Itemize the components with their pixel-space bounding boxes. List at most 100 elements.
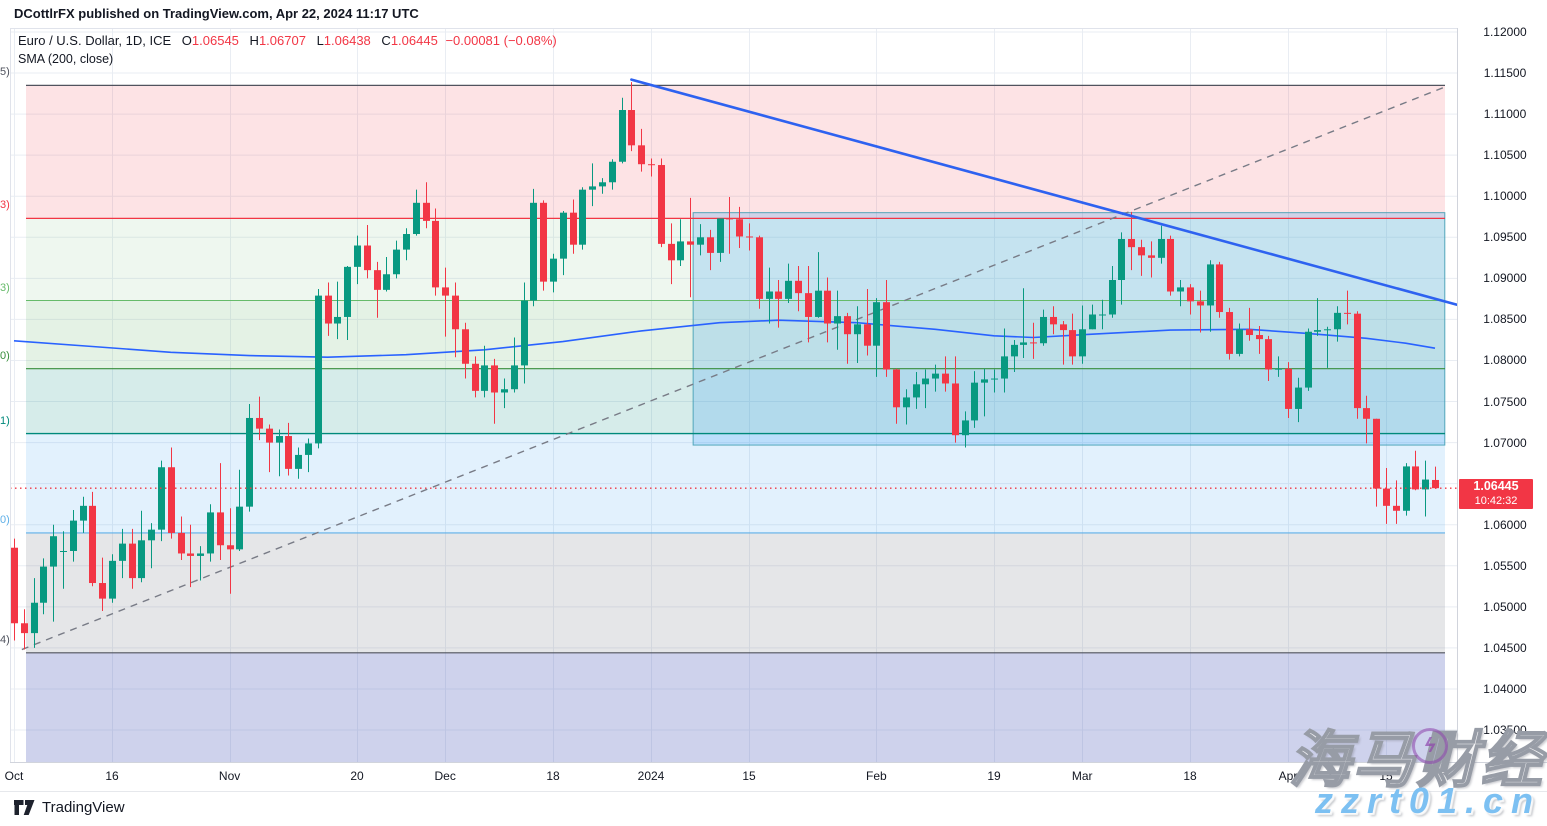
candle-body [383, 274, 390, 290]
candle-body [334, 316, 341, 324]
time-tick-label: 20 [350, 769, 364, 783]
candle-body [903, 397, 910, 408]
candle-body [991, 378, 998, 380]
close-value: 1.06445 [390, 33, 438, 48]
price-tick-label: 1.08000 [1483, 353, 1527, 368]
candle-body [736, 219, 743, 237]
price-tick-label: 1.07000 [1483, 435, 1527, 450]
candle-body [1050, 316, 1057, 325]
candle-body [1216, 264, 1223, 313]
candle-body [158, 467, 165, 530]
sma-200-line [13, 319, 1436, 358]
level-tail-label: 5) [0, 66, 10, 79]
candle-body [579, 189, 586, 245]
candle-body [1187, 287, 1194, 302]
candle-body [1099, 314, 1106, 316]
price-tick-label: 1.05500 [1483, 558, 1527, 573]
candle-body [1324, 329, 1331, 331]
high-label: H [249, 33, 259, 48]
candle-body [873, 302, 880, 346]
candle-body [775, 291, 782, 299]
price-tick-label: 1.04000 [1483, 681, 1527, 696]
level-tail-label: 0) [0, 349, 10, 362]
chart-legend: Euro / U.S. Dollar, 1D, ICE O1.06545 H1.… [18, 33, 557, 67]
candle-body [864, 324, 871, 346]
candle-body [236, 506, 243, 550]
candle-body [883, 302, 890, 370]
candle-body [1109, 280, 1116, 315]
price-zone [26, 652, 1445, 762]
candle-body [1226, 312, 1233, 354]
candle-body [628, 110, 635, 146]
time-tick-label: Mar [1071, 769, 1093, 783]
level-tail-label: 3) [0, 199, 10, 212]
candle-body [687, 241, 694, 245]
candle-body [393, 249, 400, 275]
candle-body [1118, 238, 1125, 281]
candle-body [21, 623, 28, 634]
candle-body [168, 467, 175, 533]
candle-body [834, 316, 841, 324]
candle-body [981, 379, 988, 383]
level-tail-label: 1) [0, 414, 10, 427]
candle-body [354, 245, 361, 267]
candle-body [1412, 466, 1419, 490]
candle-body [824, 290, 831, 324]
candle-body [1265, 339, 1272, 370]
candle-body [266, 428, 273, 443]
symbol-title: Euro / U.S. Dollar, 1D, ICE [18, 33, 172, 48]
candle-body [1089, 314, 1096, 330]
candle-body [521, 300, 528, 366]
candle-body [1295, 387, 1302, 409]
candle-body [89, 505, 96, 584]
candle-body [413, 202, 420, 235]
candle-body [717, 218, 724, 253]
candle-body [1393, 505, 1400, 511]
close-label: C [381, 33, 391, 48]
candle-body [1011, 344, 1018, 357]
candle-body [1373, 418, 1380, 489]
change-value: −0.00081 (−0.08%) [445, 33, 557, 48]
candle-body [138, 540, 145, 579]
candle-body [1207, 264, 1214, 306]
candle-body [80, 505, 87, 521]
price-tick-label: 1.08500 [1483, 312, 1527, 327]
candle-body [1363, 408, 1370, 419]
time-tick-label: Feb [866, 769, 887, 783]
price-tick-label: 1.12000 [1483, 25, 1527, 39]
candle-body [511, 365, 518, 390]
price-tick-label: 1.05000 [1483, 599, 1527, 614]
level-tail-label: 0) [0, 513, 10, 526]
price-tick-label: 1.10500 [1483, 148, 1527, 163]
candle-body [60, 550, 67, 552]
time-tick-label: 15 [1379, 769, 1393, 783]
candle-body [364, 245, 371, 271]
candle-body [1246, 329, 1253, 336]
candle-body [207, 512, 214, 554]
price-zone [26, 85, 1445, 219]
candle-body [1354, 313, 1361, 409]
candle-body [599, 182, 606, 187]
candle-body [766, 291, 773, 299]
candle-body [109, 560, 116, 599]
candle-body [1344, 312, 1351, 314]
tradingview-logo-text: TradingView [42, 799, 125, 816]
candle-body [119, 543, 126, 561]
candle-body [491, 365, 498, 393]
candle-body [1079, 329, 1086, 357]
candle-body [1040, 316, 1047, 344]
candle-body [805, 293, 812, 317]
candle-body [707, 237, 714, 253]
candle-body [403, 234, 410, 250]
time-tick-label: 19 [987, 769, 1001, 783]
tradingview-logo[interactable]: TradingView [14, 799, 125, 816]
price-tick-label: 1.09000 [1483, 271, 1527, 286]
candle-body [952, 383, 959, 436]
time-tick-label: 2024 [637, 769, 665, 783]
candle-body [854, 324, 861, 335]
candle-body [1314, 330, 1321, 332]
candle-body [315, 295, 322, 444]
high-value: 1.06707 [258, 33, 306, 48]
candle-body [1148, 255, 1155, 258]
